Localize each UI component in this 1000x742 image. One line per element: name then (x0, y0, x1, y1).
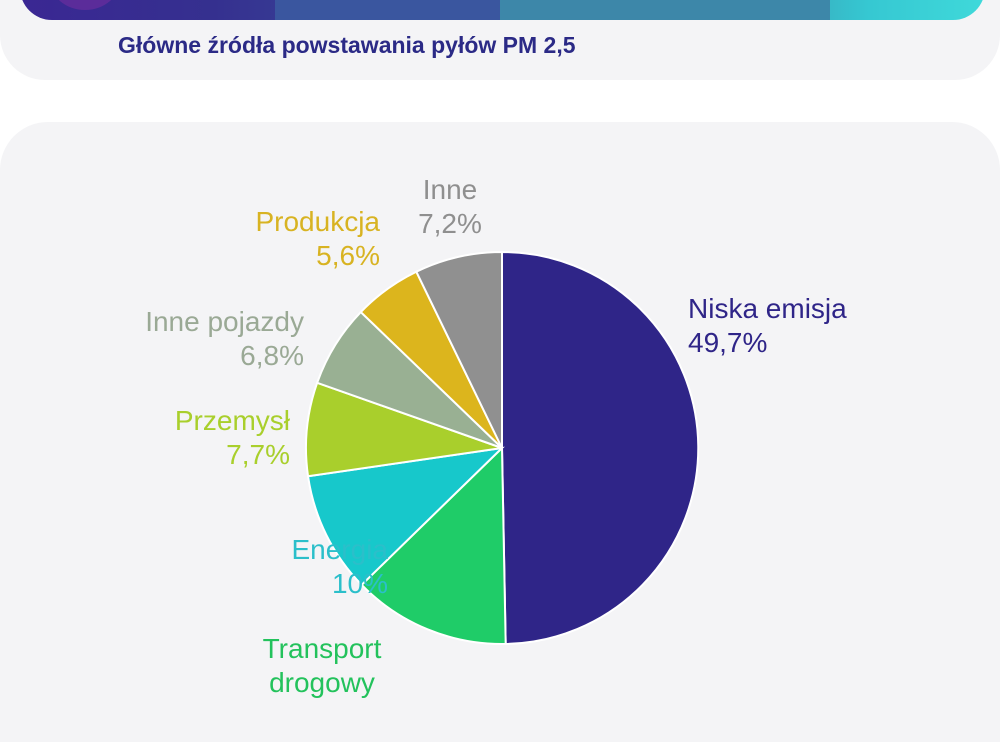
label-name-line1: Transport (262, 633, 382, 664)
label-value: 6,8% (240, 340, 304, 371)
label-inne-pojazdy: Inne pojazdy 6,8% (145, 305, 304, 373)
label-name: Przemysł (174, 405, 290, 436)
pie-slice-energia (306, 446, 505, 587)
label-inne: Inne 7,2% (400, 173, 500, 241)
pie-chart (305, 250, 700, 645)
header-banner (20, 0, 985, 20)
banner-shape (50, 0, 120, 10)
page-title: Główne źródła powstawania pyłów PM 2,5 (118, 32, 576, 58)
label-value: 7,7% (226, 439, 290, 470)
pie-slice-niska-emisja (501, 250, 700, 645)
label-przemysl: Przemysł 7,7% (175, 404, 290, 472)
label-energia: Energia 10% (291, 533, 388, 601)
label-niska-emisja: Niska emisja 49,7% (688, 292, 847, 360)
label-value: 49,7% (688, 327, 768, 358)
banner-shape (275, 0, 505, 20)
label-name: Produkcja (255, 206, 380, 237)
label-name: Inne pojazdy (145, 306, 304, 337)
label-name: Inne (422, 174, 478, 205)
label-value: 10% (331, 568, 388, 599)
label-name: Niska emisja (688, 293, 847, 324)
pie-slice-inne (414, 250, 503, 449)
label-name-line2: drogowy (269, 667, 375, 698)
label-name: Energia (291, 534, 388, 565)
banner-shape (500, 0, 830, 20)
label-produkcja: Produkcja 5,6% (255, 205, 380, 273)
label-value: 5,6% (316, 240, 380, 271)
label-value: 7,2% (418, 208, 482, 239)
pie-slice-transport-drogowy (360, 445, 507, 645)
label-transport-drogowy: Transport drogowy (232, 632, 412, 700)
pie-slice-przemysł (305, 381, 503, 478)
